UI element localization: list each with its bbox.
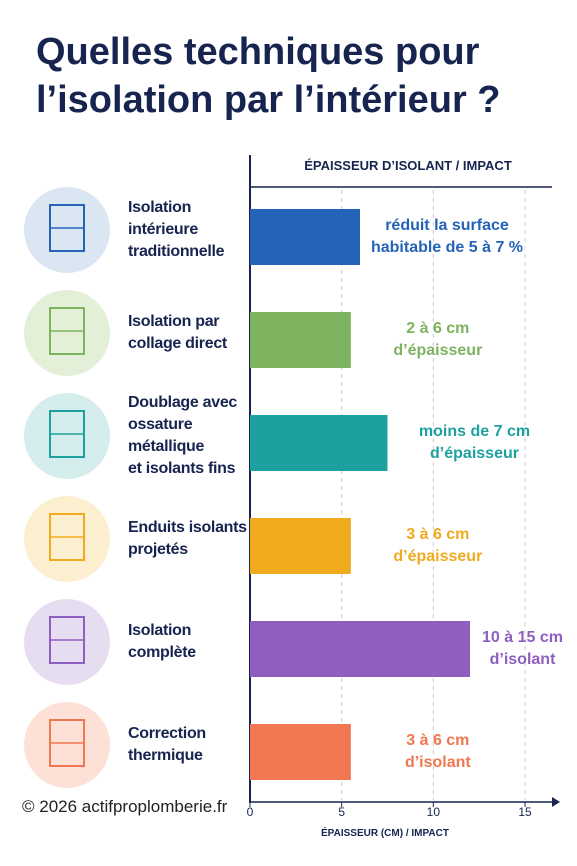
category-label: Isolation par collage direct [128, 313, 227, 352]
category-label: Correction thermique [128, 725, 206, 764]
icon-circle [24, 702, 110, 788]
value-label: réduit la surface habitable de 5 à 7 % [370, 217, 524, 256]
x-tick-label: 5 [338, 805, 345, 819]
category-label: Isolation complète [128, 622, 196, 661]
bar [250, 621, 470, 677]
category-label: Doublage avec ossature métallique et iso… [128, 394, 238, 477]
value-label: 3 à 6 cm d’épaisseur [393, 526, 483, 565]
top-label: ÉPAISSEUR D’ISOLANT / IMPACT [304, 158, 512, 173]
chart-title: Quelles techniques pour l’isolation par … [36, 31, 501, 121]
axis-arrow [552, 797, 560, 807]
bar [250, 724, 351, 780]
bar [250, 312, 351, 368]
value-label: 10 à 15 cm d’isolant [482, 629, 563, 668]
bar [250, 209, 360, 265]
value-label: 2 à 6 cm d’épaisseur [393, 320, 483, 359]
bar [250, 518, 351, 574]
category-label: Isolation intérieure traditionnelle [128, 199, 225, 260]
x-tick-label: 15 [518, 805, 532, 819]
category-label: Enduits isolants projetés [128, 519, 247, 558]
icon-circle [24, 496, 110, 582]
value-label: 3 à 6 cm d’isolant [404, 732, 471, 771]
x-tick-label: 10 [427, 805, 441, 819]
icon-circle [24, 187, 110, 273]
footer: © 2026 actifproplomberie.fr [22, 797, 228, 817]
x-tick-label: 0 [247, 805, 254, 819]
value-label: moins de 7 cm d’épaisseur [418, 423, 531, 462]
icon-circle [24, 290, 110, 376]
bar [250, 415, 388, 471]
icon-circle [24, 393, 110, 479]
icon-circle [24, 599, 110, 685]
x-axis-label: ÉPAISSEUR (CM) / IMPACT [321, 826, 449, 839]
